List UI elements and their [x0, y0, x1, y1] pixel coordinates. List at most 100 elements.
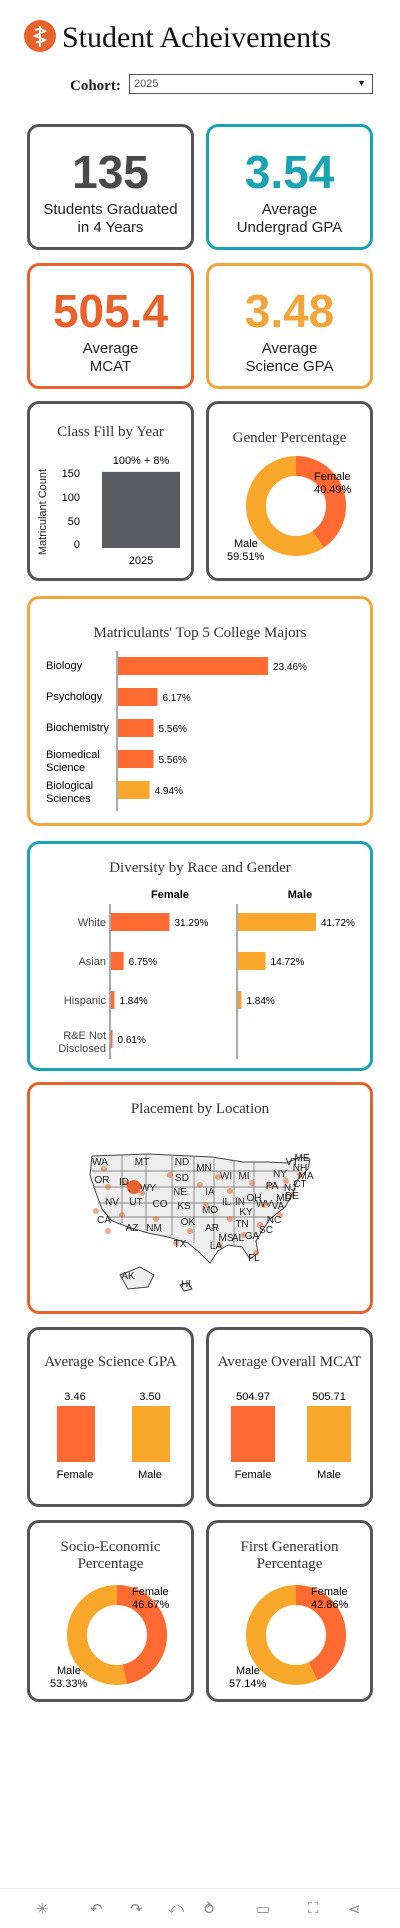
placement-dot[interactable]	[289, 1192, 295, 1198]
major-bar[interactable]	[118, 657, 268, 675]
avg-mcat-male-bar[interactable]	[307, 1406, 351, 1462]
avg-sci-gpa-female-bar[interactable]	[57, 1406, 95, 1462]
female-slice[interactable]	[67, 1585, 167, 1685]
kpi-mcat-value: 505.4	[52, 285, 169, 337]
state-label-wy: WY	[140, 1183, 156, 1194]
state-label-sd: SD	[175, 1173, 189, 1184]
avg-sci-gpa-chart: 3.46 3.50 Female Male	[57, 1391, 170, 1481]
placement-dot[interactable]	[119, 1212, 125, 1218]
cohort-select[interactable]: 2025 ▼	[129, 74, 373, 94]
class-fill-tick: 0	[74, 539, 80, 551]
redo-icon[interactable]: ↷	[130, 1901, 143, 1918]
placement-dot[interactable]	[203, 1202, 209, 1208]
diversity-female-bar[interactable]	[111, 1030, 113, 1048]
tableau-logo-icon[interactable]: ✳	[36, 1901, 49, 1918]
state-label-fl: FL	[248, 1253, 260, 1264]
placement-dot[interactable]	[253, 1250, 259, 1256]
us-map[interactable]: WA MT ND MN OR ID SD WI MI NY ME WY NE IA IL IN OH PA NJ NV…	[30, 1135, 370, 1305]
diversity-title: Diversity by Race and Gender	[109, 860, 291, 876]
revert-icon[interactable]: ⤺	[168, 1900, 185, 1917]
major-name: Biochemistry	[46, 722, 109, 734]
female-slice[interactable]	[246, 456, 346, 556]
socio-male-value: 53.33%	[50, 1678, 88, 1690]
placement-dot[interactable]	[241, 1232, 247, 1238]
placement-dot[interactable]	[93, 1208, 99, 1214]
major-value: 4.94%	[155, 786, 183, 797]
placement-dot[interactable]	[277, 1212, 283, 1218]
device-layout-icon[interactable]: ▭	[256, 1901, 271, 1918]
diversity-male-value: 14.72%	[271, 957, 305, 968]
diversity-male-bar[interactable]	[238, 952, 266, 970]
major-bar[interactable]	[118, 750, 154, 768]
state-label-sc: SC	[259, 1225, 273, 1236]
gender-female-value: 40.49%	[314, 484, 352, 496]
gender-male-label: Male	[234, 538, 258, 550]
placement-dot[interactable]	[227, 1216, 233, 1222]
share-icon[interactable]: ⋖	[348, 1901, 361, 1918]
class-fill-tick: 50	[68, 516, 80, 528]
placement-dot[interactable]	[215, 1174, 221, 1180]
state-label-vt: VT	[286, 1157, 299, 1168]
state-label-oh: OH	[247, 1193, 262, 1204]
class-fill-bar[interactable]	[102, 471, 180, 548]
placement-dot[interactable]	[139, 1190, 145, 1196]
page-title: Student Acheivements	[62, 21, 332, 54]
placement-dot[interactable]	[173, 1240, 179, 1246]
major-bar[interactable]	[118, 781, 150, 799]
state-label-co: CO	[153, 1199, 168, 1210]
placement-dot[interactable]	[101, 1166, 107, 1172]
kpi-mcat-label2: MCAT	[89, 358, 132, 375]
placement-dot[interactable]	[105, 1228, 111, 1234]
placement-dot[interactable]	[297, 1172, 303, 1178]
diversity-female-bar[interactable]	[111, 952, 124, 970]
placement-dot[interactable]	[197, 1182, 203, 1188]
placement-dot[interactable]	[227, 1188, 233, 1194]
gender-pct-card: Gender Percentage Female 40.49% Male 59.…	[206, 401, 373, 581]
placement-dot[interactable]	[267, 1182, 273, 1188]
diversity-male-bar[interactable]	[238, 991, 242, 1009]
firstgen-title-line2: Percentage	[256, 1556, 323, 1572]
major-value: 5.56%	[159, 724, 187, 735]
majors-title: Matriculants' Top 5 College Majors	[93, 625, 307, 641]
diversity-male-bar[interactable]	[238, 913, 316, 931]
diversity-female-bar[interactable]	[111, 991, 115, 1009]
state-label-pa: PA	[266, 1181, 279, 1192]
placement-dot[interactable]	[105, 1184, 111, 1190]
refresh-icon[interactable]: ⥁	[204, 1901, 215, 1918]
avg-sci-gpa-card: Average Science GPA 3.46 3.50 Female Mal…	[27, 1327, 194, 1507]
socio-title-line1: Socio-Economic	[60, 1539, 161, 1555]
undo-icon[interactable]: ↶	[90, 1901, 103, 1918]
avg-mcat-female-value: 504.97	[236, 1391, 270, 1403]
diversity-male-value: 41.72%	[321, 918, 355, 929]
avg-sci-gpa-female-value: 3.46	[64, 1391, 85, 1403]
socio-male-label: Male	[57, 1665, 81, 1677]
placement-dot[interactable]	[187, 1228, 193, 1234]
state-label-mo: MO	[202, 1205, 218, 1216]
placement-dot[interactable]	[257, 1222, 263, 1228]
major-value: 6.17%	[162, 693, 190, 704]
major-bar[interactable]	[118, 688, 158, 706]
placement-dot[interactable]	[127, 1180, 141, 1194]
diversity-female-bar[interactable]	[111, 913, 170, 931]
major-value: 5.56%	[159, 755, 187, 766]
major-name-line2: Science	[46, 762, 85, 774]
placement-dot[interactable]	[283, 1178, 289, 1184]
placement-dot[interactable]	[153, 1216, 159, 1222]
avg-mcat-title: Average Overall MCAT	[217, 1354, 362, 1370]
kpi-sci-gpa-value: 3.48	[244, 285, 335, 337]
placement-dot[interactable]	[217, 1242, 223, 1248]
placement-dot[interactable]	[167, 1172, 173, 1178]
fullscreen-icon[interactable]: ⛶	[308, 1900, 319, 1917]
gender-donut: Female 40.49% Male 59.51%	[227, 456, 352, 563]
kpi-sci-gpa-label1: Average	[261, 340, 318, 357]
state-label-nd: ND	[175, 1157, 189, 1168]
female-slice[interactable]	[246, 1585, 346, 1685]
placement-dot[interactable]	[249, 1180, 255, 1186]
avg-sci-gpa-male-bar[interactable]	[132, 1406, 170, 1462]
diversity-card: Diversity by Race and Gender Female Male…	[27, 841, 373, 1071]
placement-dot[interactable]	[261, 1202, 267, 1208]
diversity-female-value: 1.84%	[119, 996, 147, 1007]
gender-male-value: 59.51%	[227, 551, 265, 563]
major-bar[interactable]	[118, 719, 154, 737]
avg-mcat-female-bar[interactable]	[231, 1406, 275, 1462]
